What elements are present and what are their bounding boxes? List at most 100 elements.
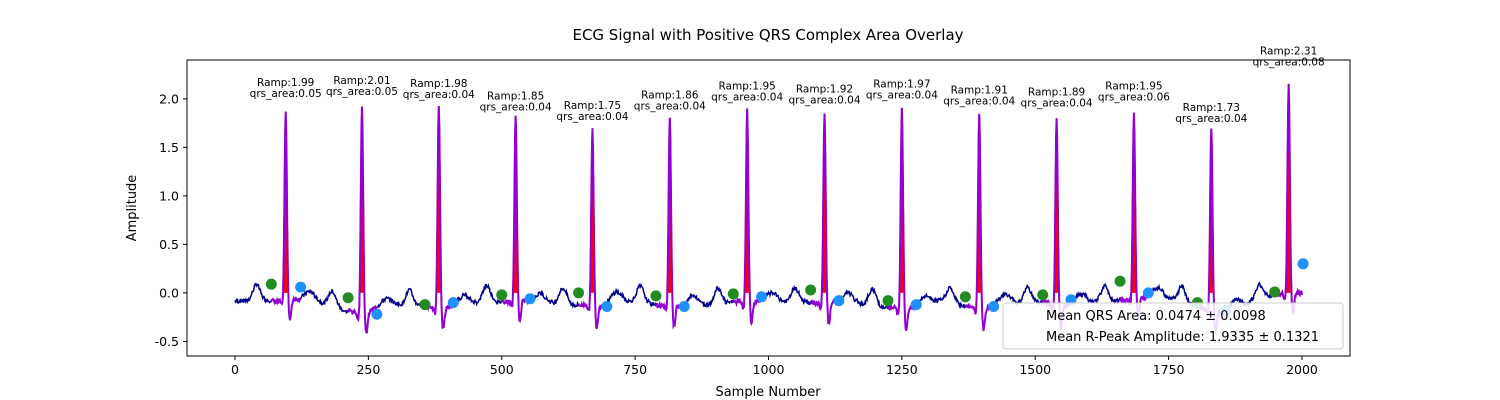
qrs-offset-marker: [524, 293, 536, 305]
ramp-annotation: Ramp:1.75: [564, 100, 621, 112]
qrs-onset-marker: [1269, 286, 1281, 298]
ramp-annotation: Ramp:1.95: [719, 81, 776, 93]
qrs-area-annotation: qrs_area:0.04: [711, 92, 783, 104]
qrs-offset-marker: [295, 281, 307, 293]
qrs-onset-marker: [342, 292, 354, 304]
ramp-annotation: Ramp:2.01: [333, 75, 390, 87]
qrs-area-fill: [1120, 112, 1149, 293]
ramp-annotation: Ramp:2.31: [1260, 46, 1317, 58]
y-ticks: -0.5 0.0 0.5 1.0 1.5 2.0: [155, 91, 187, 349]
qrs-area-fill: [1042, 118, 1071, 293]
plot-area: Ramp:1.99qrs_area:0.05Ramp:2.01qrs_area:…: [186, 46, 1351, 357]
ramp-annotation: Ramp:1.73: [1183, 102, 1240, 114]
qrs-offset-marker: [1297, 258, 1309, 270]
qrs-offset-marker: [371, 308, 383, 320]
qrs-area-annotation: qrs_area:0.04: [866, 90, 938, 102]
qrs-area-fill: [271, 111, 301, 293]
ramp-annotation: Ramp:1.97: [873, 79, 930, 91]
qrs-area-fill: [424, 106, 454, 293]
x-tick-label: 1750: [1153, 362, 1185, 377]
qrs-area-annotation: qrs_area:0.06: [1098, 92, 1170, 104]
qrs-onset-marker: [265, 278, 277, 290]
qrs-onset-marker: [496, 289, 508, 301]
qrs-area-annotation: qrs_area:0.05: [250, 88, 322, 100]
ramp-annotation: Ramp:1.95: [1105, 81, 1162, 93]
qrs-area-fill: [501, 115, 531, 293]
qrs-onset-marker: [727, 288, 739, 300]
annotation-layer: Ramp:1.99qrs_area:0.05Ramp:2.01qrs_area:…: [250, 46, 1325, 125]
x-tick-label: 500: [490, 362, 514, 377]
y-tick-label: 1.5: [159, 140, 179, 155]
qrs-offset-marker: [1065, 294, 1077, 306]
qrs-offset-marker: [988, 301, 1000, 313]
qrs-onset-marker: [419, 299, 431, 311]
qrs-area-annotation: qrs_area:0.04: [480, 101, 552, 113]
x-tick-label: 1000: [753, 362, 785, 377]
x-tick-label: 250: [356, 362, 380, 377]
x-tick-label: 1250: [886, 362, 918, 377]
legend-box: [1002, 302, 1344, 350]
qrs-offset-marker: [601, 301, 613, 313]
qrs-area-annotation: qrs_area:0.08: [1253, 57, 1325, 69]
x-tick-label: 1500: [1019, 362, 1051, 377]
qrs-area-fill: [1197, 128, 1226, 293]
x-tick-label: 2000: [1286, 362, 1318, 377]
qrs-segment-line: [347, 106, 378, 334]
ramp-annotation: Ramp:1.85: [487, 90, 544, 102]
ramp-annotation: Ramp:1.86: [641, 89, 699, 101]
qrs-onset-marker: [959, 291, 971, 303]
y-tick-label: 0.5: [159, 237, 179, 252]
ramp-annotation: Ramp:1.99: [257, 77, 314, 89]
y-tick-label: 2.0: [159, 91, 179, 106]
qrs-onset-marker: [573, 287, 585, 299]
y-axis-label: Amplitude: [125, 175, 140, 242]
qrs-area-fill: [965, 113, 994, 293]
qrs-offset-marker: [678, 301, 690, 313]
y-tick-label: -0.5: [155, 334, 179, 349]
qrs-area-annotation: qrs_area:0.04: [556, 111, 628, 123]
qrs-area-fill: [578, 128, 607, 293]
qrs-segment-line: [270, 111, 302, 321]
qrs-onset-marker: [805, 284, 817, 296]
qrs-offset-marker: [756, 291, 768, 303]
qrs-area-fill: [655, 117, 685, 293]
qrs-area-fill: [888, 107, 917, 293]
qrs-area-fill: [810, 113, 839, 293]
qrs-area-annotation: qrs_area:0.04: [1175, 113, 1247, 125]
x-axis-label: Sample Number: [715, 385, 821, 400]
qrs-area-fill: [733, 108, 762, 293]
x-ticks: 0 250 500 750 1000 1250 1500 1750 2000: [231, 356, 1318, 377]
ramp-annotation: Ramp:1.98: [410, 78, 467, 90]
legend-entry-qrs-area: Mean QRS Area: 0.0474 ± 0.0098: [1046, 309, 1266, 324]
qrs-area-annotation: qrs_area:0.04: [943, 96, 1015, 108]
ramp-annotation: Ramp:1.92: [796, 84, 853, 96]
qrs-area-annotation: qrs_area:0.04: [403, 89, 475, 101]
qrs-segment-line: [1119, 112, 1150, 320]
chart-title: ECG Signal with Positive QRS Complex Are…: [572, 26, 963, 44]
qrs-offset-marker: [833, 295, 845, 307]
qrs-offset-marker: [447, 297, 459, 309]
qrs-onset-marker: [882, 295, 894, 307]
qrs-area-annotation: qrs_area:0.04: [634, 100, 706, 112]
qrs-offset-marker: [910, 299, 922, 311]
qrs-offset-marker: [1142, 287, 1154, 299]
legend: Mean QRS Area: 0.0474 ± 0.0098 Mean R-Pe…: [1002, 302, 1344, 350]
qrs-area-fill: [1274, 83, 1302, 293]
marker-layer: [265, 258, 1309, 320]
qrs-segment-line: [732, 108, 763, 327]
qrs-onset-marker: [650, 290, 662, 302]
x-tick-label: 750: [623, 362, 647, 377]
qrs-area-annotation: qrs_area:0.04: [1021, 97, 1093, 109]
qrs-area-annotation: qrs_area:0.05: [326, 86, 398, 98]
y-tick-label: 1.0: [159, 188, 179, 203]
qrs-onset-marker: [1037, 289, 1049, 301]
qrs-onset-marker: [1114, 275, 1126, 287]
ramp-annotation: Ramp:1.91: [951, 85, 1008, 97]
qrs-area-layer: [271, 83, 1302, 293]
ramp-annotation: Ramp:1.89: [1028, 86, 1085, 98]
qrs-area-annotation: qrs_area:0.04: [788, 95, 860, 107]
x-tick-label: 0: [231, 362, 239, 377]
legend-entry-r-peak: Mean R-Peak Amplitude: 1.9335 ± 0.1321: [1046, 330, 1319, 345]
y-tick-label: 0.0: [159, 285, 179, 300]
